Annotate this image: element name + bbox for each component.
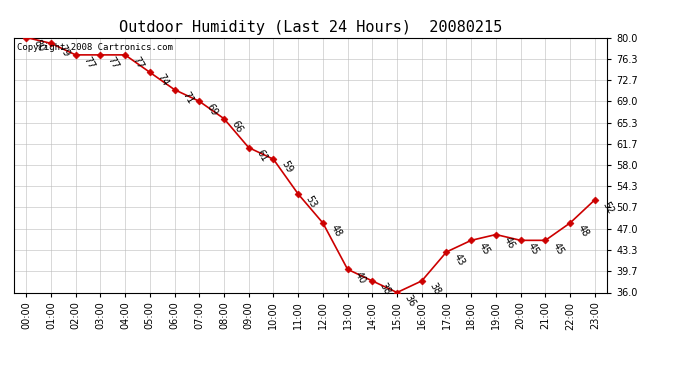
Text: 48: 48 (575, 223, 591, 239)
Text: 52: 52 (600, 200, 615, 216)
Text: 71: 71 (180, 90, 195, 105)
Text: 79: 79 (57, 44, 71, 59)
Text: 40: 40 (353, 270, 368, 285)
Text: 53: 53 (304, 194, 319, 210)
Text: 45: 45 (526, 240, 541, 256)
Text: 61: 61 (254, 148, 269, 164)
Text: 45: 45 (551, 240, 566, 256)
Text: 38: 38 (427, 281, 442, 297)
Text: 80: 80 (32, 38, 46, 53)
Text: 46: 46 (502, 235, 516, 250)
Text: 36: 36 (402, 293, 417, 308)
Text: 77: 77 (130, 55, 146, 71)
Text: Copyright 2008 Cartronics.com: Copyright 2008 Cartronics.com (17, 43, 172, 52)
Text: 43: 43 (452, 252, 467, 268)
Text: 59: 59 (279, 159, 294, 175)
Text: 48: 48 (328, 223, 343, 239)
Text: 74: 74 (155, 72, 170, 88)
Text: 69: 69 (205, 102, 219, 117)
Text: 77: 77 (81, 55, 96, 71)
Text: 77: 77 (106, 55, 121, 71)
Text: 45: 45 (477, 240, 491, 256)
Text: 66: 66 (230, 119, 244, 135)
Title: Outdoor Humidity (Last 24 Hours)  20080215: Outdoor Humidity (Last 24 Hours) 2008021… (119, 20, 502, 35)
Text: 38: 38 (378, 281, 393, 297)
